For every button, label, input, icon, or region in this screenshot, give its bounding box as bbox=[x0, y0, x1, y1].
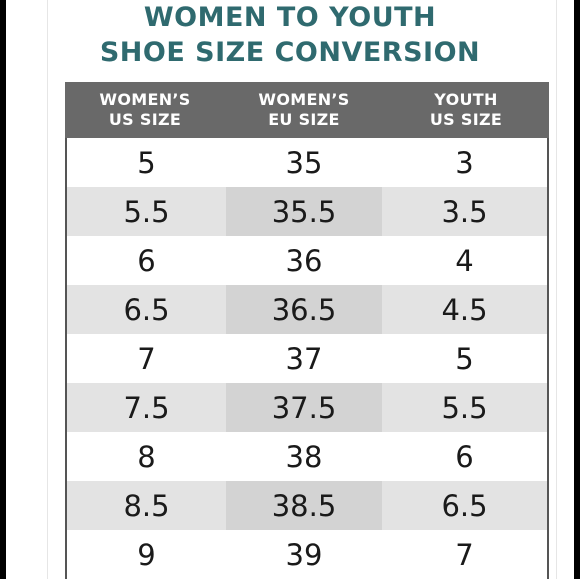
cell-youth-us: 7 bbox=[455, 537, 474, 572]
table-row: 6 36 4 bbox=[67, 236, 547, 285]
cell-womens-eu: 36.5 bbox=[226, 285, 382, 334]
left-divider bbox=[47, 0, 48, 579]
cell-womens-eu: 39 bbox=[285, 537, 323, 572]
right-divider bbox=[556, 0, 557, 579]
header-youth-us-line2: US SIZE bbox=[429, 110, 503, 129]
header-womens-us: WOMEN’S US SIZE bbox=[65, 82, 225, 138]
cell-womens-eu: 35.5 bbox=[226, 187, 382, 236]
page-title: WOMEN TO YOUTH bbox=[143, 2, 437, 33]
cell-youth-us: 6 bbox=[455, 439, 474, 474]
table-row: 9 39 7 bbox=[67, 530, 547, 579]
cell-youth-us: 5.5 bbox=[382, 383, 547, 432]
size-conversion-table: WOMEN’S US SIZE WOMEN’S EU SIZE YOUTH US… bbox=[65, 82, 549, 579]
cell-youth-us: 3.5 bbox=[382, 187, 547, 236]
cell-womens-eu: 36 bbox=[285, 243, 323, 278]
cell-womens-us: 8.5 bbox=[67, 481, 226, 530]
cell-womens-eu: 35 bbox=[285, 145, 323, 180]
table-row: 5.5 35.5 3.5 bbox=[67, 187, 547, 236]
table-row: 8.5 38.5 6.5 bbox=[67, 481, 547, 530]
cell-womens-us: 5.5 bbox=[67, 187, 226, 236]
cell-youth-us: 5 bbox=[455, 341, 474, 376]
cell-womens-us: 6.5 bbox=[67, 285, 226, 334]
header-womens-us-line2: US SIZE bbox=[108, 110, 182, 129]
header-womens-us-line1: WOMEN’S bbox=[99, 90, 191, 109]
page-subtitle: SHOE SIZE CONVERSION bbox=[99, 37, 481, 68]
table-header: WOMEN’S US SIZE WOMEN’S EU SIZE YOUTH US… bbox=[65, 82, 549, 138]
cell-womens-us: 9 bbox=[137, 537, 156, 572]
table-row: 7.5 37.5 5.5 bbox=[67, 383, 547, 432]
header-womens-eu: WOMEN’S EU SIZE bbox=[225, 82, 383, 138]
cell-youth-us: 3 bbox=[455, 145, 474, 180]
cell-womens-eu: 38.5 bbox=[226, 481, 382, 530]
cell-youth-us: 6.5 bbox=[382, 481, 547, 530]
cell-womens-us: 7.5 bbox=[67, 383, 226, 432]
table-row: 7 37 5 bbox=[67, 334, 547, 383]
table-body: 5 35 3 5.5 35.5 3.5 6 36 4 6.5 36.5 4.5 … bbox=[65, 138, 549, 579]
cell-womens-us: 5 bbox=[137, 145, 156, 180]
header-womens-eu-line1: WOMEN’S bbox=[258, 90, 350, 109]
chart-card: WOMEN TO YOUTH SHOE SIZE CONVERSION WOME… bbox=[6, 0, 574, 579]
cell-womens-eu: 37.5 bbox=[226, 383, 382, 432]
cell-womens-us: 6 bbox=[137, 243, 156, 278]
table-row: 8 38 6 bbox=[67, 432, 547, 481]
cell-womens-us: 7 bbox=[137, 341, 156, 376]
cell-womens-eu: 38 bbox=[285, 439, 323, 474]
header-youth-us: YOUTH US SIZE bbox=[383, 82, 549, 138]
cell-womens-us: 8 bbox=[137, 439, 156, 474]
cell-youth-us: 4.5 bbox=[382, 285, 547, 334]
cell-womens-eu: 37 bbox=[285, 341, 323, 376]
table-row: 5 35 3 bbox=[67, 138, 547, 187]
table-row: 6.5 36.5 4.5 bbox=[67, 285, 547, 334]
cell-youth-us: 4 bbox=[455, 243, 474, 278]
header-womens-eu-line2: EU SIZE bbox=[268, 110, 340, 129]
header-youth-us-line1: YOUTH bbox=[434, 90, 498, 109]
